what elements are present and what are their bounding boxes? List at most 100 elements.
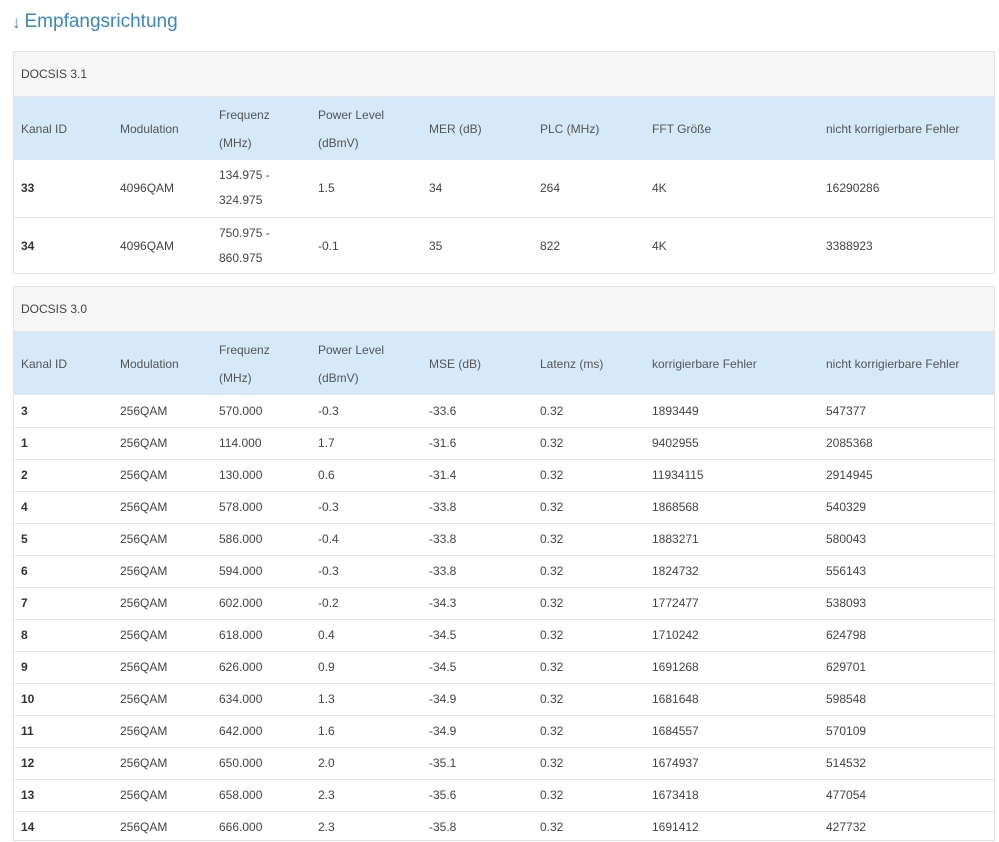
table-row: 34 4096QAM 750.975 - 860.975 -0.1 35 822 4K 338… xyxy=(14,216,994,274)
table-cell: 256QAM xyxy=(113,810,212,842)
table-cell: -0.3 xyxy=(318,403,339,418)
table-cell: 1.3 xyxy=(311,682,422,715)
table-row: 8 256QAM 618.000 0.4 -34.5 0.32 1710242 624798 xyxy=(14,618,994,651)
table-cell: 629701 xyxy=(819,650,994,683)
table-row: 14 256QAM 666.000 2.3 -35.8 0.32 1691412 427732 xyxy=(14,810,994,842)
column-header: Power Level (dBmV) xyxy=(318,107,385,150)
table-cell: 6 xyxy=(14,554,113,587)
table-cell: 114.000 xyxy=(212,426,311,459)
table-cell: 1673418 xyxy=(645,778,819,811)
table-cell: 1674937 xyxy=(645,746,819,779)
table-cell: 0.32 xyxy=(533,586,645,619)
table-cell: 1691412 xyxy=(645,810,819,842)
table-cell: 256QAM xyxy=(113,778,212,811)
section-title-text: Empfangsrichtung xyxy=(24,11,178,32)
table-row: 10 256QAM 634.000 1.3 -34.9 0.32 1681648 598548 xyxy=(14,682,994,715)
table-cell: 0.4 xyxy=(311,618,422,651)
docsis-30-panel: DOCSIS 3.0 Kanal ID Modulation Frequenz … xyxy=(13,286,995,842)
table-cell: 5 xyxy=(14,522,113,555)
table-cell: 1772477 xyxy=(645,586,819,619)
table-cell: 624798 xyxy=(819,618,994,651)
column-header: korrigierbare Fehler xyxy=(652,356,757,371)
table-cell: 4096QAM xyxy=(120,181,175,196)
docsis-30-title: DOCSIS 3.0 xyxy=(14,287,994,332)
table-cell: 642.000 xyxy=(212,714,311,747)
table-cell: 2.3 xyxy=(311,778,422,811)
table-cell: 1684557 xyxy=(645,714,819,747)
column-header: nicht korrigierbare Fehler xyxy=(826,356,960,371)
table-cell: 2 xyxy=(14,458,113,491)
table-header-row: Kanal ID Modulation Frequenz (MHz) Power… xyxy=(14,97,994,160)
table-cell: 2.3 xyxy=(311,810,422,842)
table-cell: 427732 xyxy=(819,810,994,842)
table-cell: 256QAM xyxy=(113,426,212,459)
table-cell: 7 xyxy=(14,586,113,619)
docsis-31-table: Kanal ID Modulation Frequenz (MHz) Power… xyxy=(14,97,994,274)
table-row: 1 256QAM 114.000 1.7 -31.6 0.32 9402955 2085368 xyxy=(14,426,994,459)
table-cell: -35.8 xyxy=(422,810,533,842)
table-cell: 10 xyxy=(14,682,113,715)
table-cell: 602.000 xyxy=(212,586,311,619)
table-row: 2 256QAM 130.000 0.6 -31.4 0.32 11934115 291494… xyxy=(14,458,994,491)
table-cell: 598548 xyxy=(819,682,994,715)
table-cell: 256QAM xyxy=(113,586,212,619)
table-cell: 0.32 xyxy=(533,522,645,555)
table-cell: 34 xyxy=(429,181,443,196)
column-header: Latenz (ms) xyxy=(540,356,604,371)
table-cell: 666.000 xyxy=(212,810,311,842)
table-cell: 256QAM xyxy=(113,618,212,651)
table-cell: 1710242 xyxy=(645,618,819,651)
table-cell: 4K xyxy=(652,181,667,196)
table-cell: 580043 xyxy=(819,522,994,555)
column-header: PLC (MHz) xyxy=(540,121,600,136)
table-cell: 0.32 xyxy=(533,746,645,779)
table-cell: 256QAM xyxy=(113,522,212,555)
table-row: 13 256QAM 658.000 2.3 -35.6 0.32 1673418 477054 xyxy=(14,778,994,811)
table-cell: 0.32 xyxy=(533,682,645,715)
table-cell: 1883271 xyxy=(645,522,819,555)
table-cell: 2.0 xyxy=(311,746,422,779)
table-cell: 0.9 xyxy=(311,650,422,683)
docsis-31-title: DOCSIS 3.1 xyxy=(14,52,994,97)
table-cell: -31.4 xyxy=(422,458,533,491)
column-header: Kanal ID xyxy=(21,121,68,136)
table-cell: 556143 xyxy=(819,554,994,587)
table-cell: 1893449 xyxy=(652,403,699,418)
table-cell: -35.1 xyxy=(422,746,533,779)
table-cell: 0.32 xyxy=(533,650,645,683)
table-cell: 256QAM xyxy=(113,714,212,747)
table-cell: 134.975 - 324.975 xyxy=(219,168,270,208)
table-cell: 130.000 xyxy=(212,458,311,491)
table-cell: 1824732 xyxy=(645,554,819,587)
table-cell: 570109 xyxy=(819,714,994,747)
table-cell: 514532 xyxy=(819,746,994,779)
table-cell: 256QAM xyxy=(113,554,212,587)
table-cell: 570.000 xyxy=(219,403,263,418)
table-cell: -34.5 xyxy=(422,618,533,651)
table-row: 4 256QAM 578.000 -0.3 -33.8 0.32 1868568 540329 xyxy=(14,490,994,523)
column-header: MER (dB) xyxy=(429,121,482,136)
table-cell: 1 xyxy=(14,426,113,459)
table-cell: 2914945 xyxy=(819,458,994,491)
table-cell: 3 xyxy=(21,403,28,418)
table-cell: -33.8 xyxy=(422,490,533,523)
table-row: 33 4096QAM 134.975 - 324.975 1.5 34 264 4K 1629… xyxy=(14,160,994,217)
section-title[interactable]: ↓ Empfangsrichtung xyxy=(12,8,178,36)
table-cell: 540329 xyxy=(819,490,994,523)
table-cell: 618.000 xyxy=(212,618,311,651)
table-header-row: Kanal ID Modulation Frequenz (MHz) Power… xyxy=(14,332,994,395)
table-cell: 264 xyxy=(540,181,561,196)
table-cell: 256QAM xyxy=(113,458,212,491)
table-cell: 0.32 xyxy=(533,554,645,587)
table-cell: 256QAM xyxy=(113,746,212,779)
table-cell: 822 xyxy=(533,216,645,274)
table-cell: 4 xyxy=(14,490,113,523)
arrow-down-icon: ↓ xyxy=(12,12,21,32)
table-cell: 35 xyxy=(422,216,533,274)
table-row: 5 256QAM 586.000 -0.4 -33.8 0.32 1883271 580043 xyxy=(14,522,994,555)
table-cell: 0.32 xyxy=(533,426,645,459)
table-cell: 1681648 xyxy=(645,682,819,715)
column-header: Frequenz (MHz) xyxy=(219,107,270,150)
table-cell: 1.5 xyxy=(318,181,335,196)
docsis-31-panel: DOCSIS 3.1 Kanal ID Modulation Frequenz … xyxy=(13,51,995,274)
